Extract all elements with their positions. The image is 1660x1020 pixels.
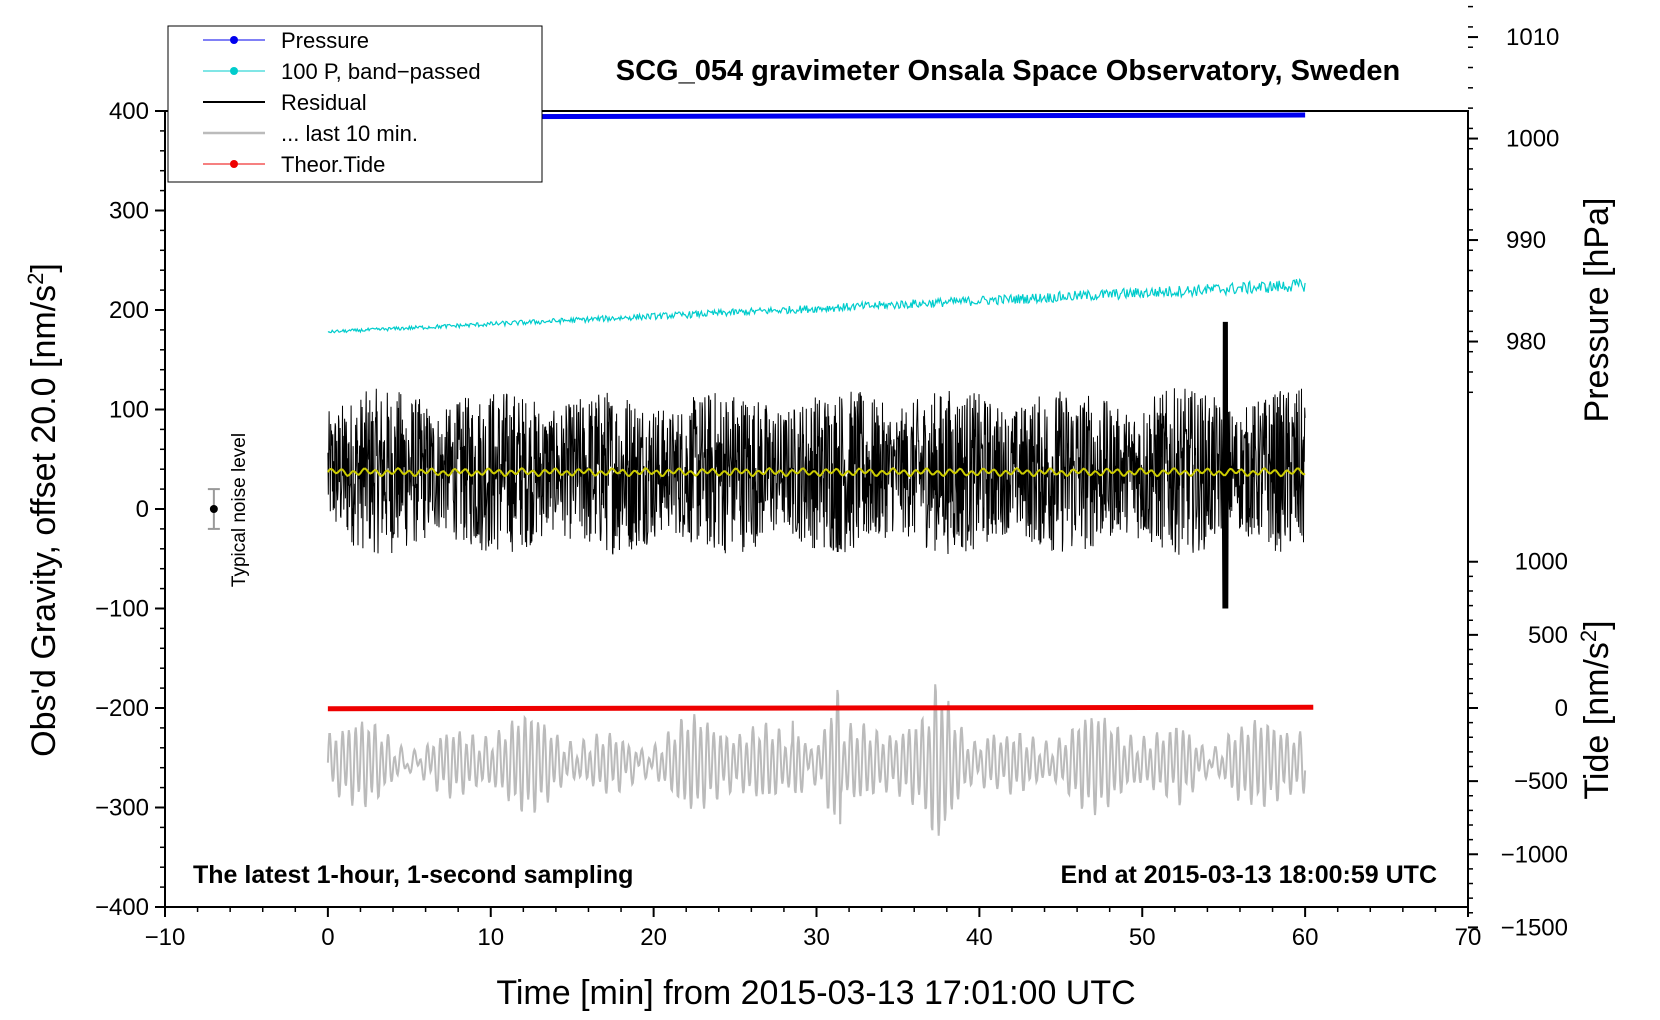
y-tick-label: 300 [109,198,149,225]
noise-center-dot [209,505,218,513]
x-tick-label: 40 [966,924,993,951]
legend-marker [230,36,238,44]
y-tick-label: −400 [95,894,149,921]
x-tick-label: 10 [477,924,504,951]
note-left: The latest 1-hour, 1-second sampling [193,861,633,889]
y-tick-label: 400 [109,98,149,125]
chart-title: SCG_054 gravimeter Onsala Space Observat… [616,55,1400,87]
y-axis-tide: 1000 500 0 −500 −1000 −1500 [1468,549,1568,941]
series-residual [327,321,1306,609]
y-tick-label: 0 [136,496,149,523]
y-axis-pressure: 1030102010101000990980 [1468,5,1559,394]
x-tick-label: 50 [1129,924,1156,951]
y-tick-label: 100 [109,397,149,424]
pressure-tick-label: 990 [1506,227,1546,254]
legend-marker [230,160,238,168]
x-tick-label: 20 [640,924,667,951]
y-tick-label: −100 [95,596,149,623]
legend-marker [230,67,238,75]
legend: Pressure 100 P, band−passed Residual ... la… [167,25,543,183]
pressure-tick-label: 1000 [1506,126,1559,153]
series-band-passed-pressure [327,277,1306,334]
tide-tick-label: 500 [1528,622,1568,649]
noise-marker [207,488,220,530]
legend-label: ... last 10 min. [281,121,418,146]
tide-tick-label: −1000 [1501,841,1568,868]
x-tick-label: 30 [803,924,830,951]
series-last-10-min [326,684,1307,836]
series-theor-tide [327,704,1314,712]
y-tick-label: 200 [109,297,149,324]
y-axis-pressure-label: Pressure [hPa] [1578,198,1616,423]
x-axis-label: Time [min] from 2015-03-13 17:01:00 UTC [496,974,1135,1012]
tide-tick-label: 0 [1555,695,1568,722]
tide-tick-label: −1500 [1501,914,1568,941]
tide-tick-label: 1000 [1515,549,1568,576]
y-axis-left: 400 300 200 100 0 −100 −200 −300 −400 [95,98,165,921]
legend-box [167,25,543,183]
x-tick-label: −10 [145,924,186,951]
tide-tick-label: −500 [1514,768,1568,795]
note-right: End at 2015-03-13 18:00:59 UTC [1060,861,1437,889]
pressure-tick-label: 980 [1506,329,1546,356]
x-axis: −10 0 10 20 30 40 50 60 70 [145,907,1482,951]
y-tick-label: −200 [95,695,149,722]
pressure-tick-label: 1010 [1506,24,1559,51]
x-tick-label: 0 [321,924,334,951]
x-tick-label: 70 [1455,924,1482,951]
noise-label: Typical noise level [229,433,250,587]
y-axis-tide-label: Tide [nm/s2] [1576,620,1616,799]
legend-label: Theor.Tide [281,152,385,177]
y-axis-left-label: Obs'd Gravity, offset 20.0 [nm/s2] [23,263,63,757]
series-residual-smoothed [327,466,1306,478]
x-tick-label: 60 [1292,924,1319,951]
legend-label: Residual [281,90,367,115]
legend-label: Pressure [281,28,369,53]
y-tick-label: −300 [95,795,149,822]
legend-label: 100 P, band−passed [281,59,481,84]
